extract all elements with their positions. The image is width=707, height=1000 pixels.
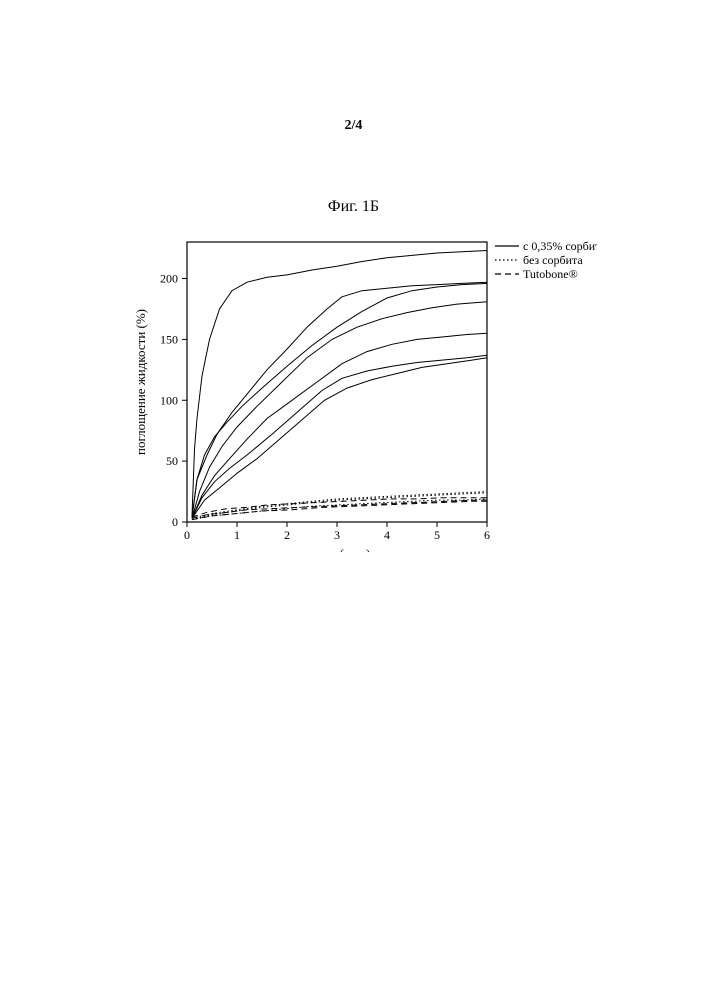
x-tick-label: 2	[284, 528, 290, 542]
page-number: 2/4	[0, 118, 707, 134]
y-tick-label: 100	[160, 393, 178, 407]
x-tick-label: 0	[184, 528, 190, 542]
series-sorbitol	[192, 283, 487, 518]
series-sorbitol	[192, 333, 487, 518]
x-tick-label: 5	[434, 528, 440, 542]
absorption-chart: 0 1 2 3 4 5 6 0 50 100 150 200 время (мин) поглощение…	[127, 232, 597, 552]
series-no-sorbitol	[192, 493, 487, 520]
series-sorbitol	[192, 282, 487, 517]
series-sorbitol	[192, 251, 487, 516]
x-tick-label: 1	[234, 528, 240, 542]
y-axis-label: поглощение жидкости (%)	[133, 309, 148, 455]
figure-title: Фиг. 1Б	[0, 198, 707, 216]
y-tick-label: 0	[172, 515, 178, 529]
x-tick-label: 4	[384, 528, 390, 542]
x-axis-label: время (мин)	[304, 546, 371, 552]
y-tick-label: 150	[160, 332, 178, 346]
series-sorbitol	[192, 302, 487, 519]
y-tick-label: 50	[166, 454, 178, 468]
series-tutobone	[192, 501, 487, 519]
chart-svg: 0 1 2 3 4 5 6 0 50 100 150 200 время (мин) поглощение…	[127, 232, 597, 552]
legend-label: Tutobone®	[523, 267, 578, 281]
legend-label: с 0,35% сорбита	[523, 239, 597, 253]
series-tutobone	[192, 498, 487, 517]
x-tick-label: 3	[334, 528, 340, 542]
legend-label: без сорбита	[523, 253, 583, 267]
y-tick-label: 200	[160, 272, 178, 286]
x-tick-label: 6	[484, 528, 490, 542]
